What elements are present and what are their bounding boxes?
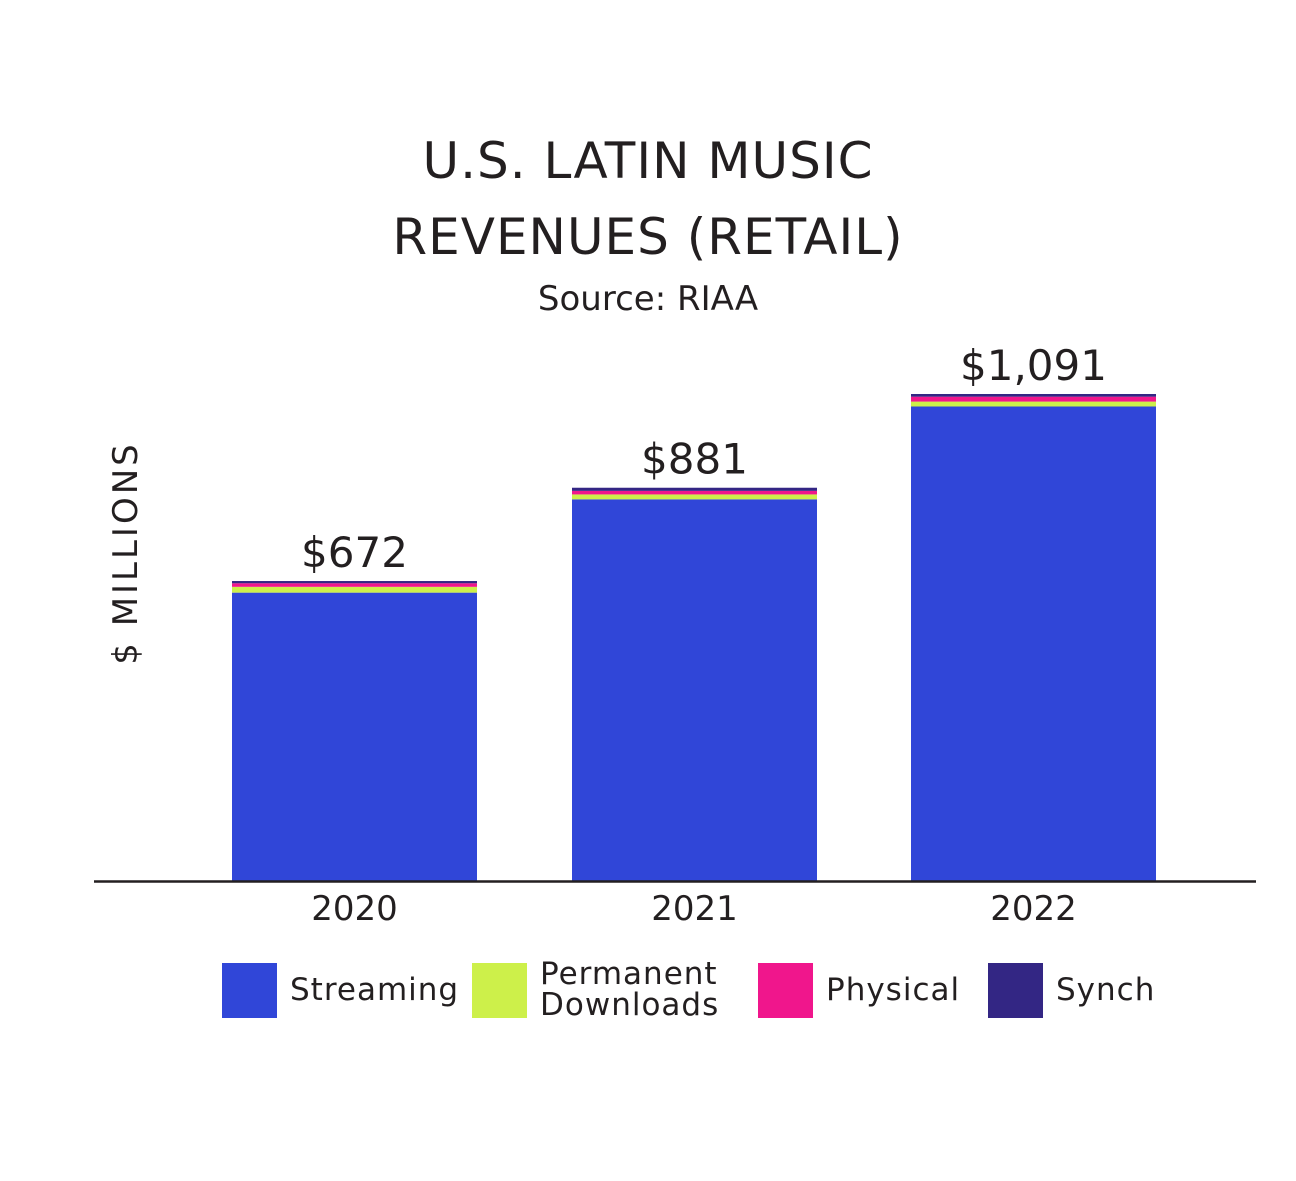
chart-legend: Streaming Permanent Downloads Physical S… xyxy=(0,956,1296,1030)
legend-label-synch: Synch xyxy=(1056,971,1156,1008)
chart-subtitle: Source: RIAA xyxy=(537,279,759,319)
x-tick-label-2022: 2022 xyxy=(990,889,1077,929)
x-tick-label-2021: 2021 xyxy=(651,889,738,929)
legend-label-streaming: Streaming xyxy=(290,971,460,1008)
bar-physical-2021 xyxy=(572,490,817,495)
chart-title-line-1: U.S. LATIN MUSIC xyxy=(422,132,874,190)
bar-synch-2021 xyxy=(572,487,817,491)
legend-label-permanent-downloads: Permanent Downloads xyxy=(540,956,720,1023)
chart-title-line-2: REVENUES (RETAIL) xyxy=(392,208,904,266)
legend-swatch-physical xyxy=(758,962,813,1018)
bar-synch-2022 xyxy=(911,394,1156,397)
bar-physical-2022 xyxy=(911,396,1156,402)
bar-permanent-downloads-2020 xyxy=(232,586,477,593)
bar-streaming-2021 xyxy=(572,499,817,881)
legend-item-streaming: Streaming xyxy=(222,960,459,1020)
total-label-2020: $672 xyxy=(301,528,408,577)
legend-swatch-permanent-downloads xyxy=(472,962,527,1018)
legend-label-physical: Physical xyxy=(826,971,961,1008)
bar-streaming-2022 xyxy=(911,406,1156,881)
legend-item-physical: Physical xyxy=(758,960,960,1020)
bar-synch-2020 xyxy=(232,581,477,584)
bar-group-2020 xyxy=(232,581,477,881)
bar-streaming-2020 xyxy=(232,592,477,881)
legend-item-permanent-downloads: Permanent Downloads xyxy=(472,956,720,1023)
bar-group-2022 xyxy=(911,394,1156,881)
bar-physical-2020 xyxy=(232,583,477,587)
bar-permanent-downloads-2021 xyxy=(572,494,817,500)
bar-group-2021 xyxy=(572,487,817,881)
total-label-2021: $881 xyxy=(641,435,748,484)
total-label-2022: $1,091 xyxy=(960,341,1107,390)
legend-swatch-streaming xyxy=(222,962,277,1018)
legend-item-synch: Synch xyxy=(988,960,1155,1020)
bar-permanent-downloads-2022 xyxy=(911,401,1156,407)
x-tick-label-2020: 2020 xyxy=(311,889,398,929)
legend-swatch-synch xyxy=(988,962,1043,1018)
